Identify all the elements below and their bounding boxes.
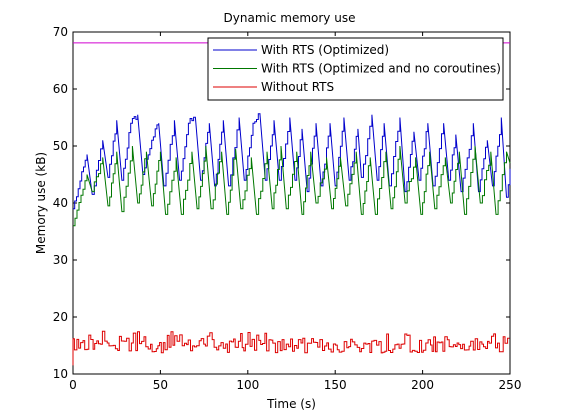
x-tick-label: 150 [324, 378, 347, 392]
legend: With RTS (Optimized) With RTS (Optimized … [207, 37, 504, 101]
legend-label-2: With RTS (Optimized and no coroutines) [261, 62, 501, 76]
x-tick-label: 50 [153, 378, 168, 392]
y-tick-label: 70 [53, 25, 68, 39]
y-axis-label: Memory use (kB) [34, 152, 48, 254]
series-line-1 [73, 113, 511, 210]
x-tick-label: 100 [236, 378, 259, 392]
y-tick-label: 10 [53, 367, 68, 381]
y-tick-label: 20 [53, 310, 68, 324]
y-tick-label: 50 [53, 139, 68, 153]
legend-label-1: With RTS (Optimized) [261, 43, 389, 57]
y-tick-label: 60 [53, 82, 68, 96]
chart-title: Dynamic memory use [224, 11, 356, 25]
y-tick-label: 30 [53, 253, 68, 267]
x-tick-label: 250 [499, 378, 522, 392]
x-axis-label: Time (s) [266, 397, 316, 411]
axis-ticks: 0 50 100 150 200 250 10 20 30 40 50 60 70 [53, 25, 522, 392]
x-tick-label: 0 [69, 378, 77, 392]
legend-box [207, 37, 504, 101]
series-line-2 [73, 145, 511, 227]
series-line-3 [72, 330, 510, 366]
x-tick-label: 200 [411, 378, 434, 392]
y-tick-label: 40 [53, 196, 68, 210]
legend-label-3: Without RTS [261, 80, 334, 94]
